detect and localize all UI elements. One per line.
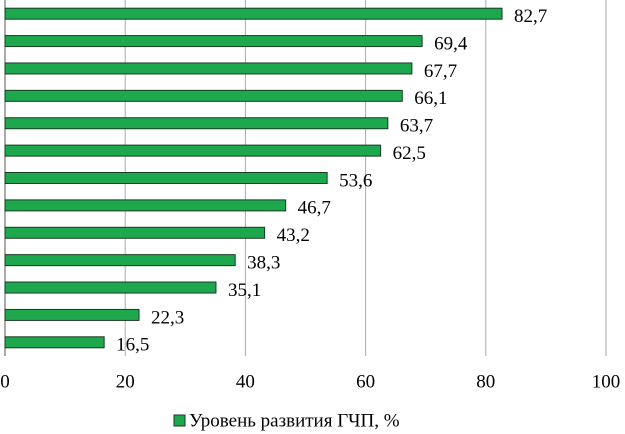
bar xyxy=(4,254,236,267)
data-label: 38,3 xyxy=(247,253,280,274)
x-tick-label: 40 xyxy=(236,371,255,392)
data-label: 67,7 xyxy=(424,61,457,82)
x-tick-label: 60 xyxy=(356,371,375,392)
bar xyxy=(4,226,266,239)
bar xyxy=(4,281,217,294)
bar xyxy=(4,336,105,349)
data-label: 16,5 xyxy=(116,335,149,356)
data-label: 62,5 xyxy=(393,143,426,164)
data-label: 46,7 xyxy=(298,198,331,219)
bar xyxy=(4,308,140,321)
legend-swatch xyxy=(173,414,186,427)
data-label: 63,7 xyxy=(400,116,433,137)
data-label: 69,4 xyxy=(434,33,468,54)
x-tick-label: 0 xyxy=(0,371,10,392)
bar xyxy=(4,62,413,75)
x-tick-label: 100 xyxy=(592,371,621,392)
bar xyxy=(4,117,389,130)
data-label: 22,3 xyxy=(151,307,184,328)
bar xyxy=(4,144,382,157)
bar xyxy=(4,199,287,212)
legend-label: Уровень развития ГЧП, % xyxy=(189,410,400,431)
bar xyxy=(4,7,503,20)
data-label: 66,1 xyxy=(414,88,447,109)
x-tick-label: 80 xyxy=(476,371,495,392)
bar xyxy=(4,172,328,184)
data-label: 53,6 xyxy=(339,170,372,191)
data-label: 35,1 xyxy=(228,280,261,301)
bar xyxy=(4,89,403,102)
data-label: 43,2 xyxy=(277,225,310,246)
x-tick-label: 20 xyxy=(116,371,135,392)
data-label: 82,7 xyxy=(514,6,547,27)
bar xyxy=(4,35,423,48)
